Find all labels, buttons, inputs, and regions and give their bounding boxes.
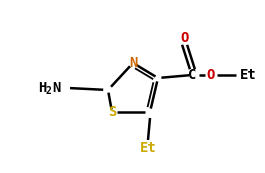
Text: S: S (108, 105, 116, 119)
Text: C: C (188, 68, 196, 82)
Text: O: O (207, 68, 215, 82)
Text: O: O (181, 31, 189, 45)
Text: Et: Et (240, 68, 257, 82)
Text: N: N (52, 81, 60, 95)
Text: N: N (129, 56, 137, 70)
Text: Et: Et (140, 141, 156, 155)
Text: H: H (38, 81, 46, 95)
Text: 2: 2 (46, 86, 52, 96)
